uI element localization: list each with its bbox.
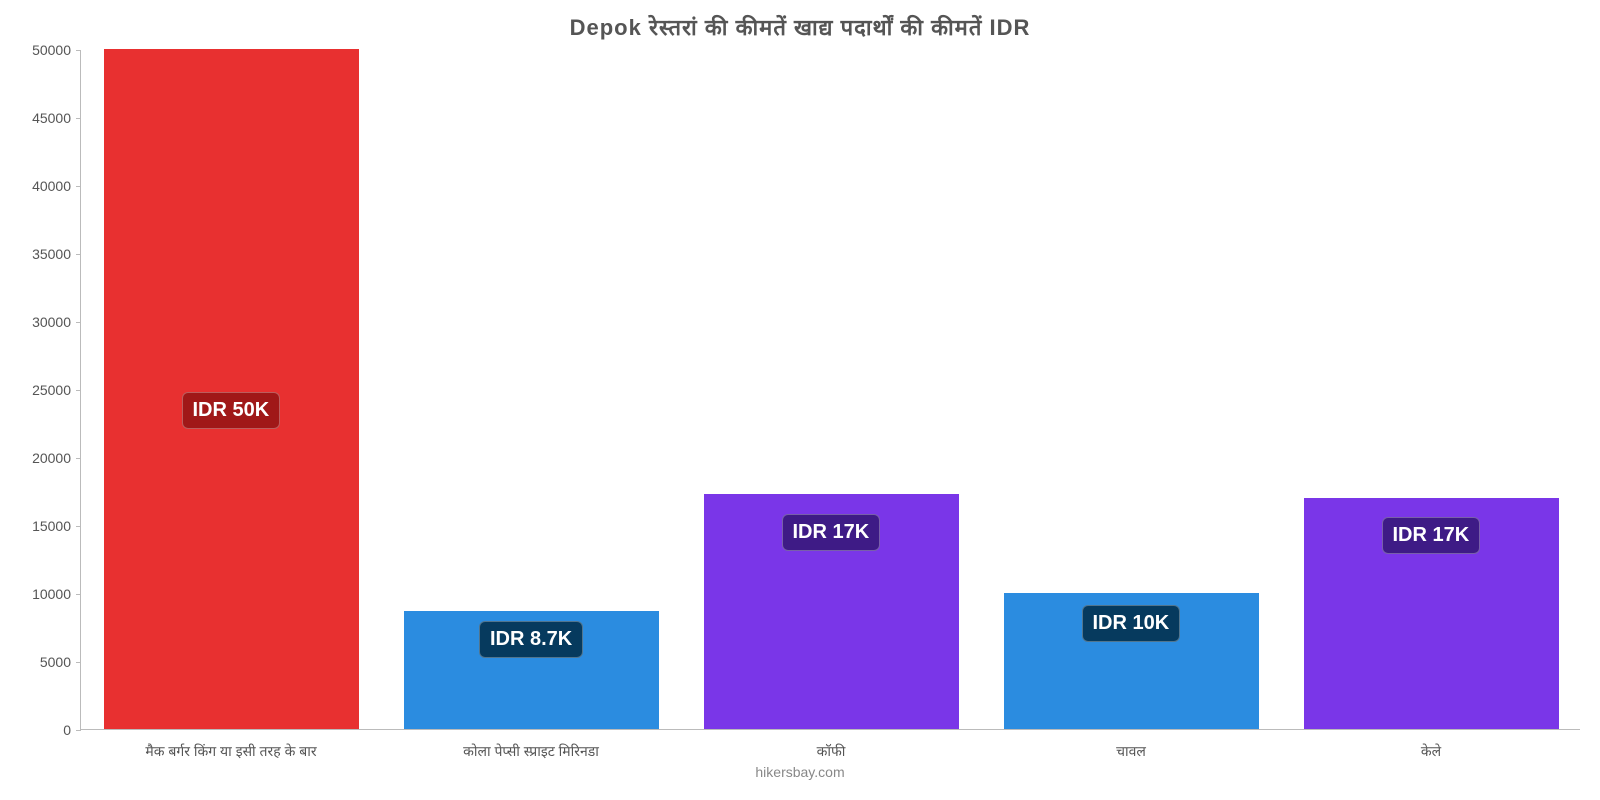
x-category-label: केले <box>1281 742 1581 761</box>
y-tick-mark <box>76 322 81 323</box>
x-category-label: कोला पेप्सी स्प्राइट मिरिनडा <box>381 742 681 761</box>
plot-area: 0500010000150002000025000300003500040000… <box>80 50 1580 730</box>
bar <box>104 49 359 729</box>
y-tick-mark <box>76 118 81 119</box>
y-tick-mark <box>76 390 81 391</box>
y-tick-label: 25000 <box>21 382 71 398</box>
y-tick-label: 40000 <box>21 178 71 194</box>
y-tick-mark <box>76 50 81 51</box>
y-tick-label: 30000 <box>21 314 71 330</box>
x-category-label: कॉफी <box>681 742 981 761</box>
value-label: IDR 8.7K <box>479 621 583 658</box>
y-tick-label: 20000 <box>21 450 71 466</box>
y-tick-label: 35000 <box>21 246 71 262</box>
y-tick-label: 15000 <box>21 518 71 534</box>
y-tick-mark <box>76 662 81 663</box>
y-tick-mark <box>76 594 81 595</box>
value-label: IDR 50K <box>182 392 281 429</box>
y-tick-label: 5000 <box>21 654 71 670</box>
y-tick-mark <box>76 254 81 255</box>
value-label: IDR 17K <box>782 514 881 551</box>
x-category-label: मैक बर्गर किंग या इसी तरह के बार <box>81 742 381 761</box>
y-tick-label: 45000 <box>21 110 71 126</box>
y-tick-label: 0 <box>21 722 71 738</box>
y-tick-mark <box>76 186 81 187</box>
y-tick-mark <box>76 458 81 459</box>
price-bar-chart: Depok रेस्तरां की कीमतें खाद्य पदार्थों … <box>0 0 1600 800</box>
x-category-label: चावल <box>981 742 1281 761</box>
attribution-text: hikersbay.com <box>0 764 1600 780</box>
y-tick-label: 10000 <box>21 586 71 602</box>
chart-title: Depok रेस्तरां की कीमतें खाद्य पदार्थों … <box>0 12 1600 42</box>
y-tick-mark <box>76 526 81 527</box>
y-tick-mark <box>76 730 81 731</box>
y-tick-label: 50000 <box>21 42 71 58</box>
value-label: IDR 10K <box>1082 605 1181 642</box>
value-label: IDR 17K <box>1382 517 1481 554</box>
